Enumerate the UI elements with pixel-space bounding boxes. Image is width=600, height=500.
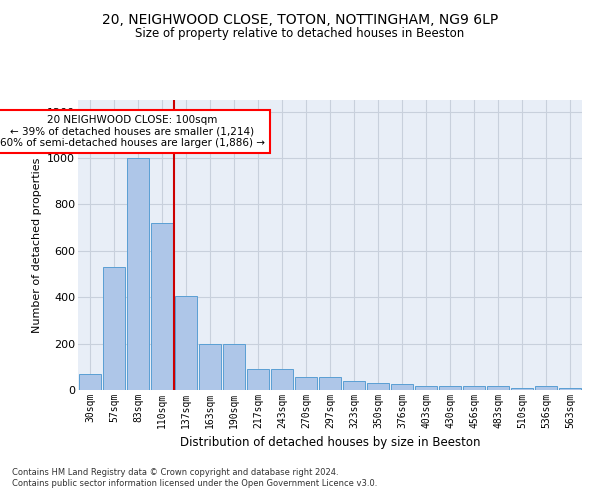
Bar	[175, 296, 197, 390]
Bar	[391, 384, 413, 390]
Y-axis label: Number of detached properties: Number of detached properties	[32, 158, 41, 332]
Bar	[127, 158, 149, 390]
Bar	[151, 223, 173, 390]
Bar	[511, 388, 533, 390]
Text: Size of property relative to detached houses in Beeston: Size of property relative to detached ho…	[136, 28, 464, 40]
Bar	[535, 386, 557, 390]
Bar	[103, 267, 125, 390]
Bar	[439, 386, 461, 390]
Bar	[223, 344, 245, 390]
Bar	[79, 374, 101, 390]
Bar	[247, 369, 269, 390]
Bar	[343, 381, 365, 390]
Bar	[463, 386, 485, 390]
Text: Contains HM Land Registry data © Crown copyright and database right 2024.
Contai: Contains HM Land Registry data © Crown c…	[12, 468, 377, 487]
Bar	[295, 376, 317, 390]
Bar	[367, 382, 389, 390]
Bar	[559, 388, 581, 390]
Bar	[487, 386, 509, 390]
Text: 20 NEIGHWOOD CLOSE: 100sqm
← 39% of detached houses are smaller (1,214)
60% of s: 20 NEIGHWOOD CLOSE: 100sqm ← 39% of deta…	[0, 115, 265, 148]
Bar	[271, 369, 293, 390]
Bar	[415, 386, 437, 390]
Bar	[319, 377, 341, 390]
Text: 20, NEIGHWOOD CLOSE, TOTON, NOTTINGHAM, NG9 6LP: 20, NEIGHWOOD CLOSE, TOTON, NOTTINGHAM, …	[102, 12, 498, 26]
X-axis label: Distribution of detached houses by size in Beeston: Distribution of detached houses by size …	[180, 436, 480, 450]
Bar	[199, 344, 221, 390]
